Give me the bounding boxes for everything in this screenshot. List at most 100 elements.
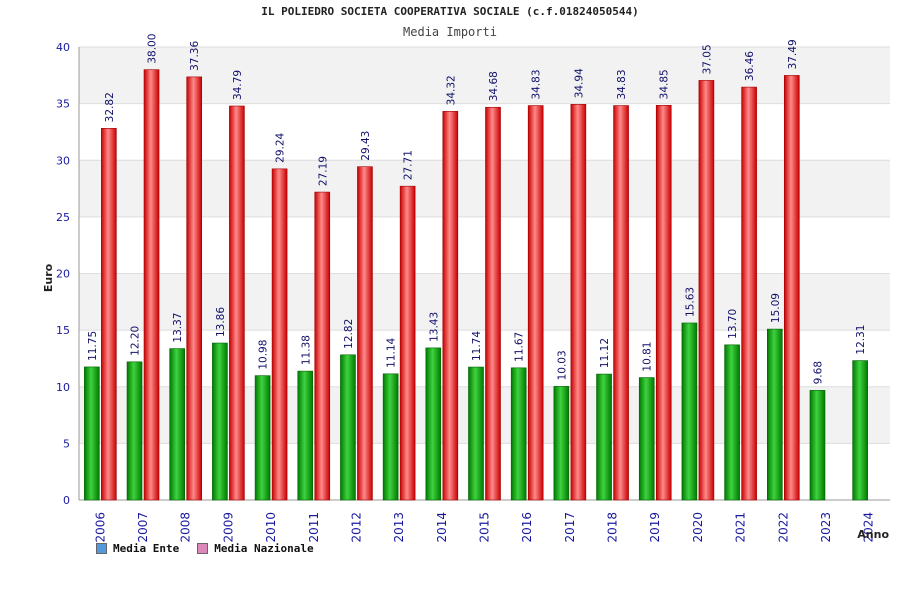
x-tick-label: 2006 bbox=[93, 512, 107, 543]
data-label-media-ente: 13.70 bbox=[727, 309, 739, 339]
data-label-media-nazionale: 34.83 bbox=[531, 69, 543, 99]
y-tick-label: 0 bbox=[63, 494, 70, 507]
bar-media-nazionale bbox=[655, 105, 672, 501]
bar-media-nazionale bbox=[143, 69, 160, 501]
x-tick-label: 2020 bbox=[691, 512, 705, 543]
x-tick-label: 2019 bbox=[648, 512, 662, 543]
bar-media-ente bbox=[382, 373, 399, 501]
data-label-media-nazionale: 34.83 bbox=[616, 69, 628, 99]
bar-media-nazionale bbox=[698, 80, 715, 501]
data-label-media-nazionale: 32.82 bbox=[104, 92, 116, 122]
legend-label-ente: Media Ente bbox=[113, 542, 180, 555]
data-label-media-ente: 13.43 bbox=[428, 312, 440, 342]
bar-media-nazionale bbox=[442, 111, 459, 501]
bar-media-nazionale bbox=[613, 105, 629, 501]
bar-media-nazionale bbox=[186, 76, 203, 501]
bar-media-nazionale bbox=[783, 75, 800, 501]
data-label-media-nazionale: 34.85 bbox=[659, 69, 671, 99]
bar-media-ente bbox=[852, 360, 868, 501]
y-tick-label: 40 bbox=[56, 41, 70, 54]
bar-media-ente bbox=[638, 377, 655, 501]
x-tick-label: 2022 bbox=[776, 512, 790, 543]
data-label-media-nazionale: 27.71 bbox=[403, 150, 415, 180]
x-tick-label: 2014 bbox=[435, 512, 449, 543]
x-tick-label: 2024 bbox=[862, 512, 876, 543]
data-label-media-ente: 11.12 bbox=[599, 338, 611, 368]
data-label-media-ente: 12.31 bbox=[855, 325, 867, 355]
bar-media-ente bbox=[681, 322, 698, 501]
x-tick-label: 2018 bbox=[606, 512, 620, 543]
y-axis-label: Euro bbox=[42, 263, 55, 292]
bar-media-nazionale bbox=[229, 105, 245, 501]
bars bbox=[84, 69, 868, 501]
data-labels: 11.75 32.82 12.20 38.00 13.37 37.36 13.86 34.79… bbox=[87, 34, 867, 385]
legend-label-nazionale: Media Nazionale bbox=[214, 542, 314, 555]
data-label-media-nazionale: 37.05 bbox=[701, 44, 713, 74]
data-label-media-ente: 10.81 bbox=[642, 342, 654, 372]
data-label-media-ente: 13.86 bbox=[215, 307, 227, 337]
bar-media-nazionale bbox=[271, 168, 288, 501]
data-label-media-ente: 10.98 bbox=[258, 340, 270, 370]
data-label-media-ente: 12.82 bbox=[343, 319, 355, 349]
legend: Media Ente Media Nazionale bbox=[96, 542, 314, 555]
y-tick-label: 25 bbox=[56, 211, 70, 224]
bar-media-ente bbox=[510, 367, 527, 501]
bar-media-ente bbox=[212, 342, 228, 501]
x-tick-label: 2012 bbox=[349, 512, 363, 543]
bar-media-ente bbox=[254, 375, 271, 501]
y-tick-label: 35 bbox=[56, 98, 70, 111]
data-label-media-nazionale: 34.79 bbox=[232, 70, 244, 100]
x-tick-label: 2013 bbox=[392, 512, 406, 543]
x-tick-label: 2017 bbox=[563, 512, 577, 543]
chart-subtitle: Media Importi bbox=[403, 25, 497, 39]
data-label-media-nazionale: 38.00 bbox=[147, 34, 159, 64]
data-label-media-ente: 11.75 bbox=[87, 331, 99, 361]
x-tick-label: 2010 bbox=[264, 512, 278, 543]
data-label-media-ente: 11.14 bbox=[386, 337, 398, 367]
data-label-media-nazionale: 27.19 bbox=[317, 156, 329, 186]
bar-media-ente bbox=[84, 366, 100, 501]
x-tick-label: 2008 bbox=[179, 512, 193, 543]
x-tick-label: 2016 bbox=[520, 512, 534, 543]
bar-media-ente bbox=[468, 366, 484, 501]
data-label-media-ente: 15.09 bbox=[770, 293, 782, 323]
data-label-media-nazionale: 34.32 bbox=[445, 75, 457, 105]
bar-media-ente bbox=[126, 361, 143, 501]
data-label-media-nazionale: 34.94 bbox=[573, 68, 585, 98]
y-tick-label: 15 bbox=[56, 324, 70, 337]
data-label-media-ente: 11.67 bbox=[514, 332, 526, 362]
data-label-media-ente: 11.38 bbox=[300, 335, 312, 365]
bar-media-ente bbox=[553, 386, 570, 501]
y-tick-label: 20 bbox=[56, 268, 70, 281]
legend-swatch-ente bbox=[96, 543, 107, 554]
legend-swatch-nazionale bbox=[197, 543, 209, 554]
bar-media-ente bbox=[766, 328, 783, 501]
data-label-media-nazionale: 34.68 bbox=[488, 71, 500, 101]
x-tick-label: 2007 bbox=[136, 512, 150, 543]
data-label-media-nazionale: 29.24 bbox=[275, 132, 287, 162]
chart-title: IL POLIEDRO SOCIETA COOPERATIVA SOCIALE … bbox=[261, 5, 639, 18]
bar-media-nazionale bbox=[741, 86, 757, 501]
bar-media-ente bbox=[297, 370, 314, 501]
data-label-media-ente: 15.63 bbox=[684, 287, 696, 317]
x-tick-label: 2015 bbox=[478, 512, 492, 543]
data-label-media-ente: 11.74 bbox=[471, 331, 483, 361]
legend-item-ente: Media Ente bbox=[96, 542, 179, 555]
data-label-media-nazionale: 37.36 bbox=[189, 41, 201, 71]
data-label-media-nazionale: 29.43 bbox=[360, 131, 372, 161]
bar-media-ente bbox=[425, 347, 442, 501]
bar-media-nazionale bbox=[570, 104, 587, 501]
data-label-media-ente: 12.20 bbox=[130, 326, 142, 356]
bar-media-nazionale bbox=[399, 185, 416, 501]
bar-media-nazionale bbox=[527, 105, 544, 501]
bar-media-nazionale bbox=[314, 191, 331, 501]
y-tick-label: 5 bbox=[63, 437, 70, 450]
data-label-media-ente: 9.68 bbox=[812, 361, 824, 384]
bar-media-nazionale bbox=[101, 128, 117, 501]
bar-media-ente bbox=[724, 344, 740, 501]
x-tick-label: 2009 bbox=[221, 512, 235, 543]
x-tick-label: 2011 bbox=[307, 512, 321, 543]
data-label-media-ente: 13.37 bbox=[172, 313, 184, 343]
